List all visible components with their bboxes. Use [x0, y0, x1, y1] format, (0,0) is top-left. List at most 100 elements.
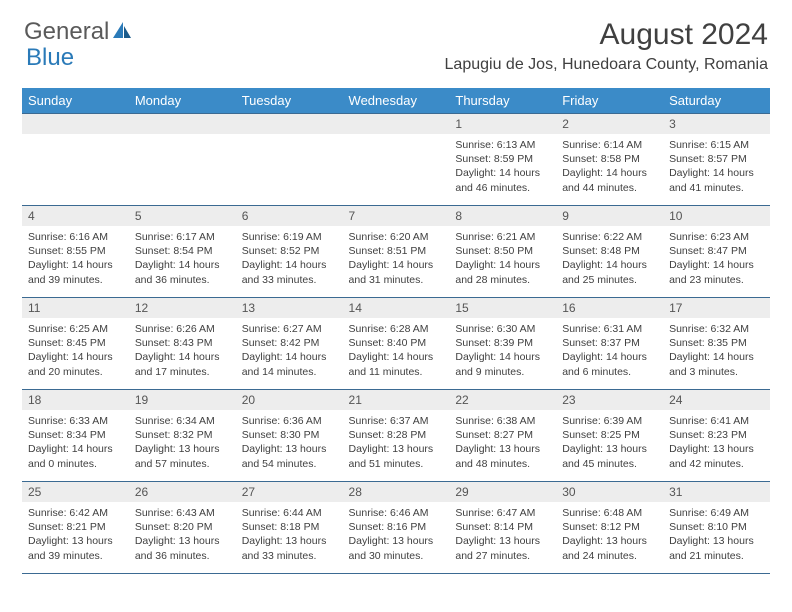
day-details: Sunrise: 6:31 AMSunset: 8:37 PMDaylight:… — [556, 318, 663, 383]
empty-day-cell — [129, 114, 236, 206]
day-cell: 1Sunrise: 6:13 AMSunset: 8:59 PMDaylight… — [449, 114, 556, 206]
day-cell: 31Sunrise: 6:49 AMSunset: 8:10 PMDayligh… — [663, 482, 770, 574]
day-number: 1 — [449, 114, 556, 134]
day-number: 21 — [343, 390, 450, 410]
day-number: 24 — [663, 390, 770, 410]
title-block: August 2024 Lapugiu de Jos, Hunedoara Co… — [445, 18, 768, 74]
day-cell: 2Sunrise: 6:14 AMSunset: 8:58 PMDaylight… — [556, 114, 663, 206]
day-cell: 11Sunrise: 6:25 AMSunset: 8:45 PMDayligh… — [22, 298, 129, 390]
day-header: Friday — [556, 88, 663, 114]
day-details: Sunrise: 6:32 AMSunset: 8:35 PMDaylight:… — [663, 318, 770, 383]
day-details: Sunrise: 6:41 AMSunset: 8:23 PMDaylight:… — [663, 410, 770, 475]
day-number: 3 — [663, 114, 770, 134]
day-cell: 28Sunrise: 6:46 AMSunset: 8:16 PMDayligh… — [343, 482, 450, 574]
day-details: Sunrise: 6:43 AMSunset: 8:20 PMDaylight:… — [129, 502, 236, 567]
day-number: 29 — [449, 482, 556, 502]
calendar-body: 1Sunrise: 6:13 AMSunset: 8:59 PMDaylight… — [22, 114, 770, 574]
day-cell: 10Sunrise: 6:23 AMSunset: 8:47 PMDayligh… — [663, 206, 770, 298]
day-cell: 30Sunrise: 6:48 AMSunset: 8:12 PMDayligh… — [556, 482, 663, 574]
day-number: 27 — [236, 482, 343, 502]
day-details: Sunrise: 6:30 AMSunset: 8:39 PMDaylight:… — [449, 318, 556, 383]
day-cell: 26Sunrise: 6:43 AMSunset: 8:20 PMDayligh… — [129, 482, 236, 574]
day-cell: 20Sunrise: 6:36 AMSunset: 8:30 PMDayligh… — [236, 390, 343, 482]
day-number: 19 — [129, 390, 236, 410]
day-cell: 23Sunrise: 6:39 AMSunset: 8:25 PMDayligh… — [556, 390, 663, 482]
day-cell: 19Sunrise: 6:34 AMSunset: 8:32 PMDayligh… — [129, 390, 236, 482]
day-details: Sunrise: 6:15 AMSunset: 8:57 PMDaylight:… — [663, 134, 770, 199]
day-details: Sunrise: 6:39 AMSunset: 8:25 PMDaylight:… — [556, 410, 663, 475]
day-number: 4 — [22, 206, 129, 226]
day-details: Sunrise: 6:20 AMSunset: 8:51 PMDaylight:… — [343, 226, 450, 291]
day-cell: 5Sunrise: 6:17 AMSunset: 8:54 PMDaylight… — [129, 206, 236, 298]
day-details: Sunrise: 6:21 AMSunset: 8:50 PMDaylight:… — [449, 226, 556, 291]
day-header: Saturday — [663, 88, 770, 114]
day-number: 31 — [663, 482, 770, 502]
day-details: Sunrise: 6:14 AMSunset: 8:58 PMDaylight:… — [556, 134, 663, 199]
day-number: 16 — [556, 298, 663, 318]
day-number: 8 — [449, 206, 556, 226]
day-details: Sunrise: 6:27 AMSunset: 8:42 PMDaylight:… — [236, 318, 343, 383]
day-number: 6 — [236, 206, 343, 226]
day-cell: 21Sunrise: 6:37 AMSunset: 8:28 PMDayligh… — [343, 390, 450, 482]
day-number: 18 — [22, 390, 129, 410]
day-details: Sunrise: 6:34 AMSunset: 8:32 PMDaylight:… — [129, 410, 236, 475]
day-number: 11 — [22, 298, 129, 318]
day-details: Sunrise: 6:33 AMSunset: 8:34 PMDaylight:… — [22, 410, 129, 475]
brand-name-part1: General — [24, 18, 109, 46]
day-cell: 22Sunrise: 6:38 AMSunset: 8:27 PMDayligh… — [449, 390, 556, 482]
day-number: 20 — [236, 390, 343, 410]
calendar-row: 25Sunrise: 6:42 AMSunset: 8:21 PMDayligh… — [22, 482, 770, 574]
day-number: 9 — [556, 206, 663, 226]
location-subtitle: Lapugiu de Jos, Hunedoara County, Romani… — [445, 56, 768, 74]
day-cell: 6Sunrise: 6:19 AMSunset: 8:52 PMDaylight… — [236, 206, 343, 298]
day-number: 30 — [556, 482, 663, 502]
empty-day-cell — [22, 114, 129, 206]
brand-name-part2: Blue — [26, 44, 74, 71]
day-header-row: Sunday Monday Tuesday Wednesday Thursday… — [22, 88, 770, 114]
day-details: Sunrise: 6:23 AMSunset: 8:47 PMDaylight:… — [663, 226, 770, 291]
empty-day-cell — [236, 114, 343, 206]
day-cell: 16Sunrise: 6:31 AMSunset: 8:37 PMDayligh… — [556, 298, 663, 390]
day-header: Tuesday — [236, 88, 343, 114]
day-cell: 14Sunrise: 6:28 AMSunset: 8:40 PMDayligh… — [343, 298, 450, 390]
day-cell: 25Sunrise: 6:42 AMSunset: 8:21 PMDayligh… — [22, 482, 129, 574]
day-cell: 9Sunrise: 6:22 AMSunset: 8:48 PMDaylight… — [556, 206, 663, 298]
day-cell: 12Sunrise: 6:26 AMSunset: 8:43 PMDayligh… — [129, 298, 236, 390]
day-number: 22 — [449, 390, 556, 410]
day-cell: 3Sunrise: 6:15 AMSunset: 8:57 PMDaylight… — [663, 114, 770, 206]
day-number: 10 — [663, 206, 770, 226]
day-number: 2 — [556, 114, 663, 134]
day-number: 15 — [449, 298, 556, 318]
day-number: 14 — [343, 298, 450, 318]
day-cell: 24Sunrise: 6:41 AMSunset: 8:23 PMDayligh… — [663, 390, 770, 482]
day-number: 13 — [236, 298, 343, 318]
day-header: Thursday — [449, 88, 556, 114]
day-details: Sunrise: 6:49 AMSunset: 8:10 PMDaylight:… — [663, 502, 770, 567]
day-header: Sunday — [22, 88, 129, 114]
brand-logo: General — [24, 18, 133, 46]
day-details: Sunrise: 6:38 AMSunset: 8:27 PMDaylight:… — [449, 410, 556, 475]
day-number: 25 — [22, 482, 129, 502]
day-cell: 8Sunrise: 6:21 AMSunset: 8:50 PMDaylight… — [449, 206, 556, 298]
month-title: August 2024 — [445, 18, 768, 52]
day-number: 26 — [129, 482, 236, 502]
day-details: Sunrise: 6:17 AMSunset: 8:54 PMDaylight:… — [129, 226, 236, 291]
calendar-table: Sunday Monday Tuesday Wednesday Thursday… — [22, 88, 770, 574]
calendar-row: 4Sunrise: 6:16 AMSunset: 8:55 PMDaylight… — [22, 206, 770, 298]
day-details: Sunrise: 6:28 AMSunset: 8:40 PMDaylight:… — [343, 318, 450, 383]
day-details: Sunrise: 6:19 AMSunset: 8:52 PMDaylight:… — [236, 226, 343, 291]
day-number: 28 — [343, 482, 450, 502]
day-number: 17 — [663, 298, 770, 318]
day-details: Sunrise: 6:37 AMSunset: 8:28 PMDaylight:… — [343, 410, 450, 475]
day-cell: 18Sunrise: 6:33 AMSunset: 8:34 PMDayligh… — [22, 390, 129, 482]
calendar-row: 11Sunrise: 6:25 AMSunset: 8:45 PMDayligh… — [22, 298, 770, 390]
day-details: Sunrise: 6:26 AMSunset: 8:43 PMDaylight:… — [129, 318, 236, 383]
day-details: Sunrise: 6:42 AMSunset: 8:21 PMDaylight:… — [22, 502, 129, 567]
day-details: Sunrise: 6:48 AMSunset: 8:12 PMDaylight:… — [556, 502, 663, 567]
calendar-row: 18Sunrise: 6:33 AMSunset: 8:34 PMDayligh… — [22, 390, 770, 482]
day-header: Wednesday — [343, 88, 450, 114]
calendar-row: 1Sunrise: 6:13 AMSunset: 8:59 PMDaylight… — [22, 114, 770, 206]
day-number: 7 — [343, 206, 450, 226]
day-details: Sunrise: 6:44 AMSunset: 8:18 PMDaylight:… — [236, 502, 343, 567]
page-header: General August 2024 Lapugiu de Jos, Hune… — [0, 0, 792, 80]
